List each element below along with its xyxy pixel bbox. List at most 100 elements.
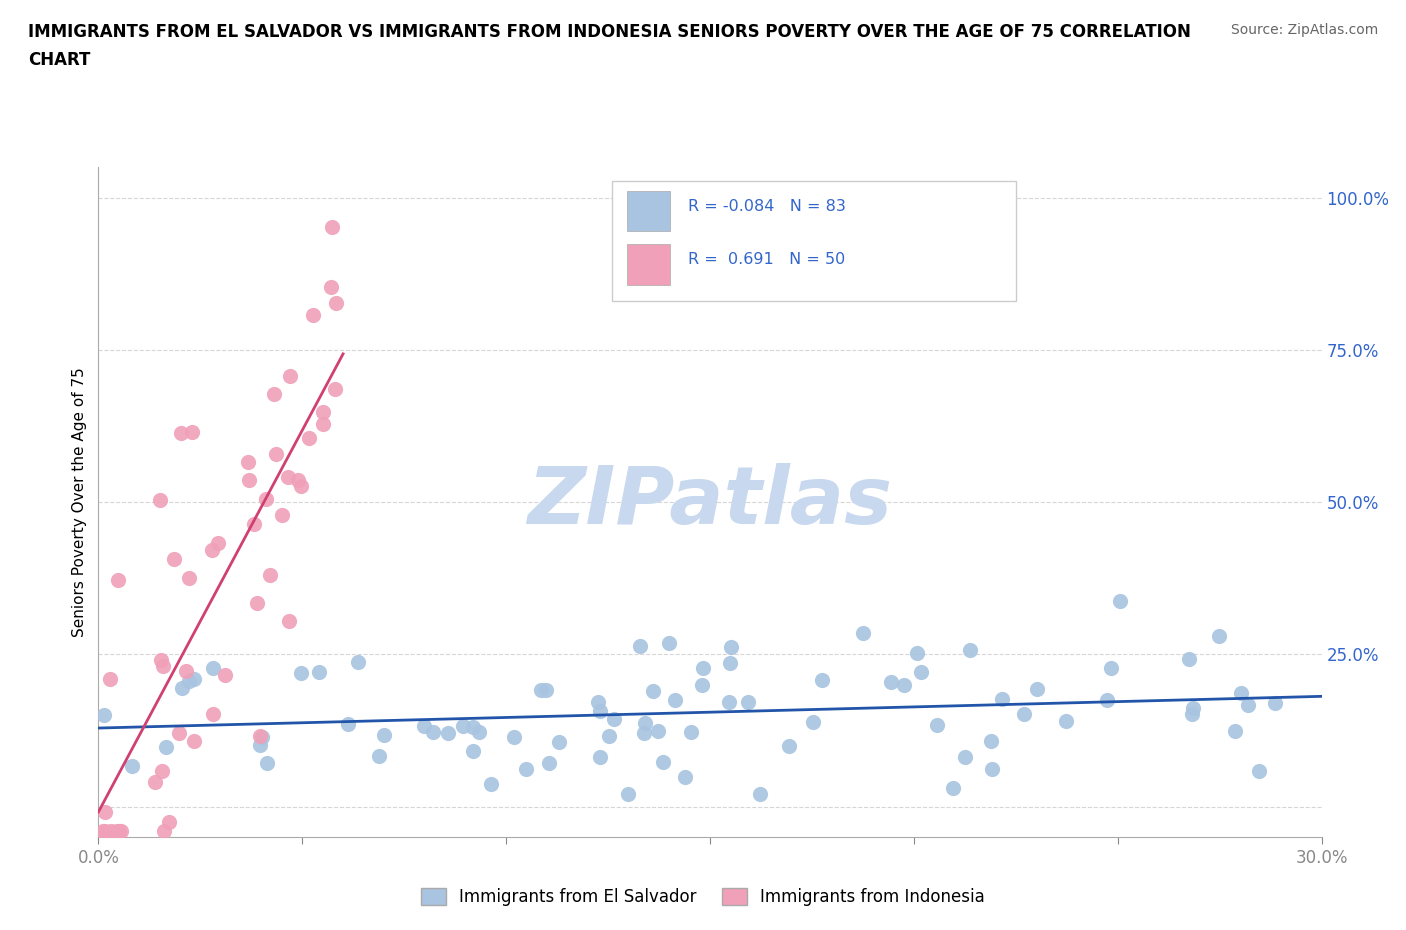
Point bbox=[953, 750, 976, 764]
Point bbox=[980, 762, 1002, 777]
Point bbox=[801, 714, 824, 729]
Point bbox=[169, 725, 191, 740]
Point bbox=[94, 823, 117, 838]
Point bbox=[537, 755, 560, 770]
Text: R =  0.691   N = 50: R = 0.691 N = 50 bbox=[688, 252, 845, 267]
Point bbox=[163, 551, 186, 566]
Point bbox=[1095, 693, 1118, 708]
Point bbox=[1225, 724, 1247, 738]
Point bbox=[461, 720, 484, 735]
Point bbox=[942, 781, 965, 796]
Point bbox=[602, 711, 624, 726]
Point bbox=[108, 823, 131, 838]
Point bbox=[413, 718, 436, 733]
Point bbox=[337, 716, 360, 731]
Point bbox=[174, 664, 197, 679]
Point bbox=[278, 369, 301, 384]
Point bbox=[1054, 713, 1077, 728]
Point bbox=[287, 473, 309, 488]
Point bbox=[243, 516, 266, 531]
Legend: Immigrants from El Salvador, Immigrants from Indonesia: Immigrants from El Salvador, Immigrants … bbox=[415, 881, 991, 912]
Point bbox=[301, 307, 323, 322]
Point bbox=[959, 643, 981, 658]
FancyBboxPatch shape bbox=[612, 180, 1015, 301]
Y-axis label: Seniors Poverty Over the Age of 75: Seniors Poverty Over the Age of 75 bbox=[72, 367, 87, 637]
Point bbox=[1181, 701, 1204, 716]
Point bbox=[737, 695, 759, 710]
Point bbox=[422, 724, 444, 739]
FancyBboxPatch shape bbox=[627, 191, 669, 231]
Text: R = -0.084   N = 83: R = -0.084 N = 83 bbox=[688, 199, 846, 214]
Text: CHART: CHART bbox=[28, 51, 90, 69]
Point bbox=[503, 730, 526, 745]
Point bbox=[177, 571, 200, 586]
Point bbox=[925, 717, 948, 732]
Point bbox=[121, 758, 143, 773]
Point bbox=[214, 668, 236, 683]
Point bbox=[290, 479, 312, 494]
Point bbox=[323, 381, 346, 396]
Point bbox=[308, 664, 330, 679]
Point bbox=[451, 719, 474, 734]
Point bbox=[749, 787, 772, 802]
Point bbox=[93, 708, 115, 723]
Point bbox=[110, 823, 132, 838]
Point bbox=[107, 572, 129, 587]
Point bbox=[150, 764, 173, 779]
Point bbox=[150, 653, 173, 668]
Point bbox=[155, 739, 177, 754]
Point bbox=[149, 493, 172, 508]
Point bbox=[718, 695, 741, 710]
Point bbox=[93, 804, 115, 819]
Point bbox=[536, 683, 558, 698]
Point bbox=[634, 715, 657, 730]
Point bbox=[249, 729, 271, 744]
Point bbox=[720, 640, 742, 655]
Point bbox=[980, 734, 1002, 749]
Point bbox=[249, 737, 271, 752]
Point bbox=[153, 823, 176, 838]
Point bbox=[202, 660, 225, 675]
Point bbox=[290, 666, 312, 681]
FancyBboxPatch shape bbox=[627, 245, 669, 285]
Point bbox=[910, 665, 932, 680]
Point bbox=[481, 777, 503, 791]
Point bbox=[893, 677, 915, 692]
Point bbox=[692, 660, 714, 675]
Point bbox=[105, 823, 128, 838]
Point bbox=[1230, 686, 1253, 701]
Point bbox=[177, 674, 200, 689]
Point bbox=[1237, 698, 1260, 712]
Point bbox=[589, 750, 612, 764]
Point bbox=[690, 678, 713, 693]
Point bbox=[1099, 660, 1122, 675]
Point bbox=[778, 738, 800, 753]
Point bbox=[298, 431, 321, 445]
Point bbox=[468, 724, 491, 739]
Point bbox=[246, 596, 269, 611]
Point bbox=[183, 671, 205, 686]
Point bbox=[277, 470, 299, 485]
Point bbox=[373, 728, 395, 743]
Point bbox=[100, 823, 122, 838]
Point bbox=[515, 762, 537, 777]
Point bbox=[367, 749, 389, 764]
Point bbox=[548, 735, 571, 750]
Point bbox=[664, 693, 686, 708]
Point bbox=[589, 704, 612, 719]
Point bbox=[264, 446, 287, 461]
Text: ZIPatlas: ZIPatlas bbox=[527, 463, 893, 541]
Point bbox=[905, 645, 928, 660]
Point bbox=[991, 692, 1014, 707]
Point bbox=[461, 743, 484, 758]
Point bbox=[633, 726, 655, 741]
Point bbox=[200, 543, 222, 558]
Point bbox=[1208, 629, 1230, 644]
Point bbox=[152, 658, 174, 673]
Point bbox=[852, 625, 875, 640]
Point bbox=[183, 734, 205, 749]
Point bbox=[169, 426, 191, 441]
Point bbox=[157, 815, 180, 830]
Text: IMMIGRANTS FROM EL SALVADOR VS IMMIGRANTS FROM INDONESIA SENIORS POVERTY OVER TH: IMMIGRANTS FROM EL SALVADOR VS IMMIGRANT… bbox=[28, 23, 1191, 41]
Point bbox=[325, 296, 347, 311]
